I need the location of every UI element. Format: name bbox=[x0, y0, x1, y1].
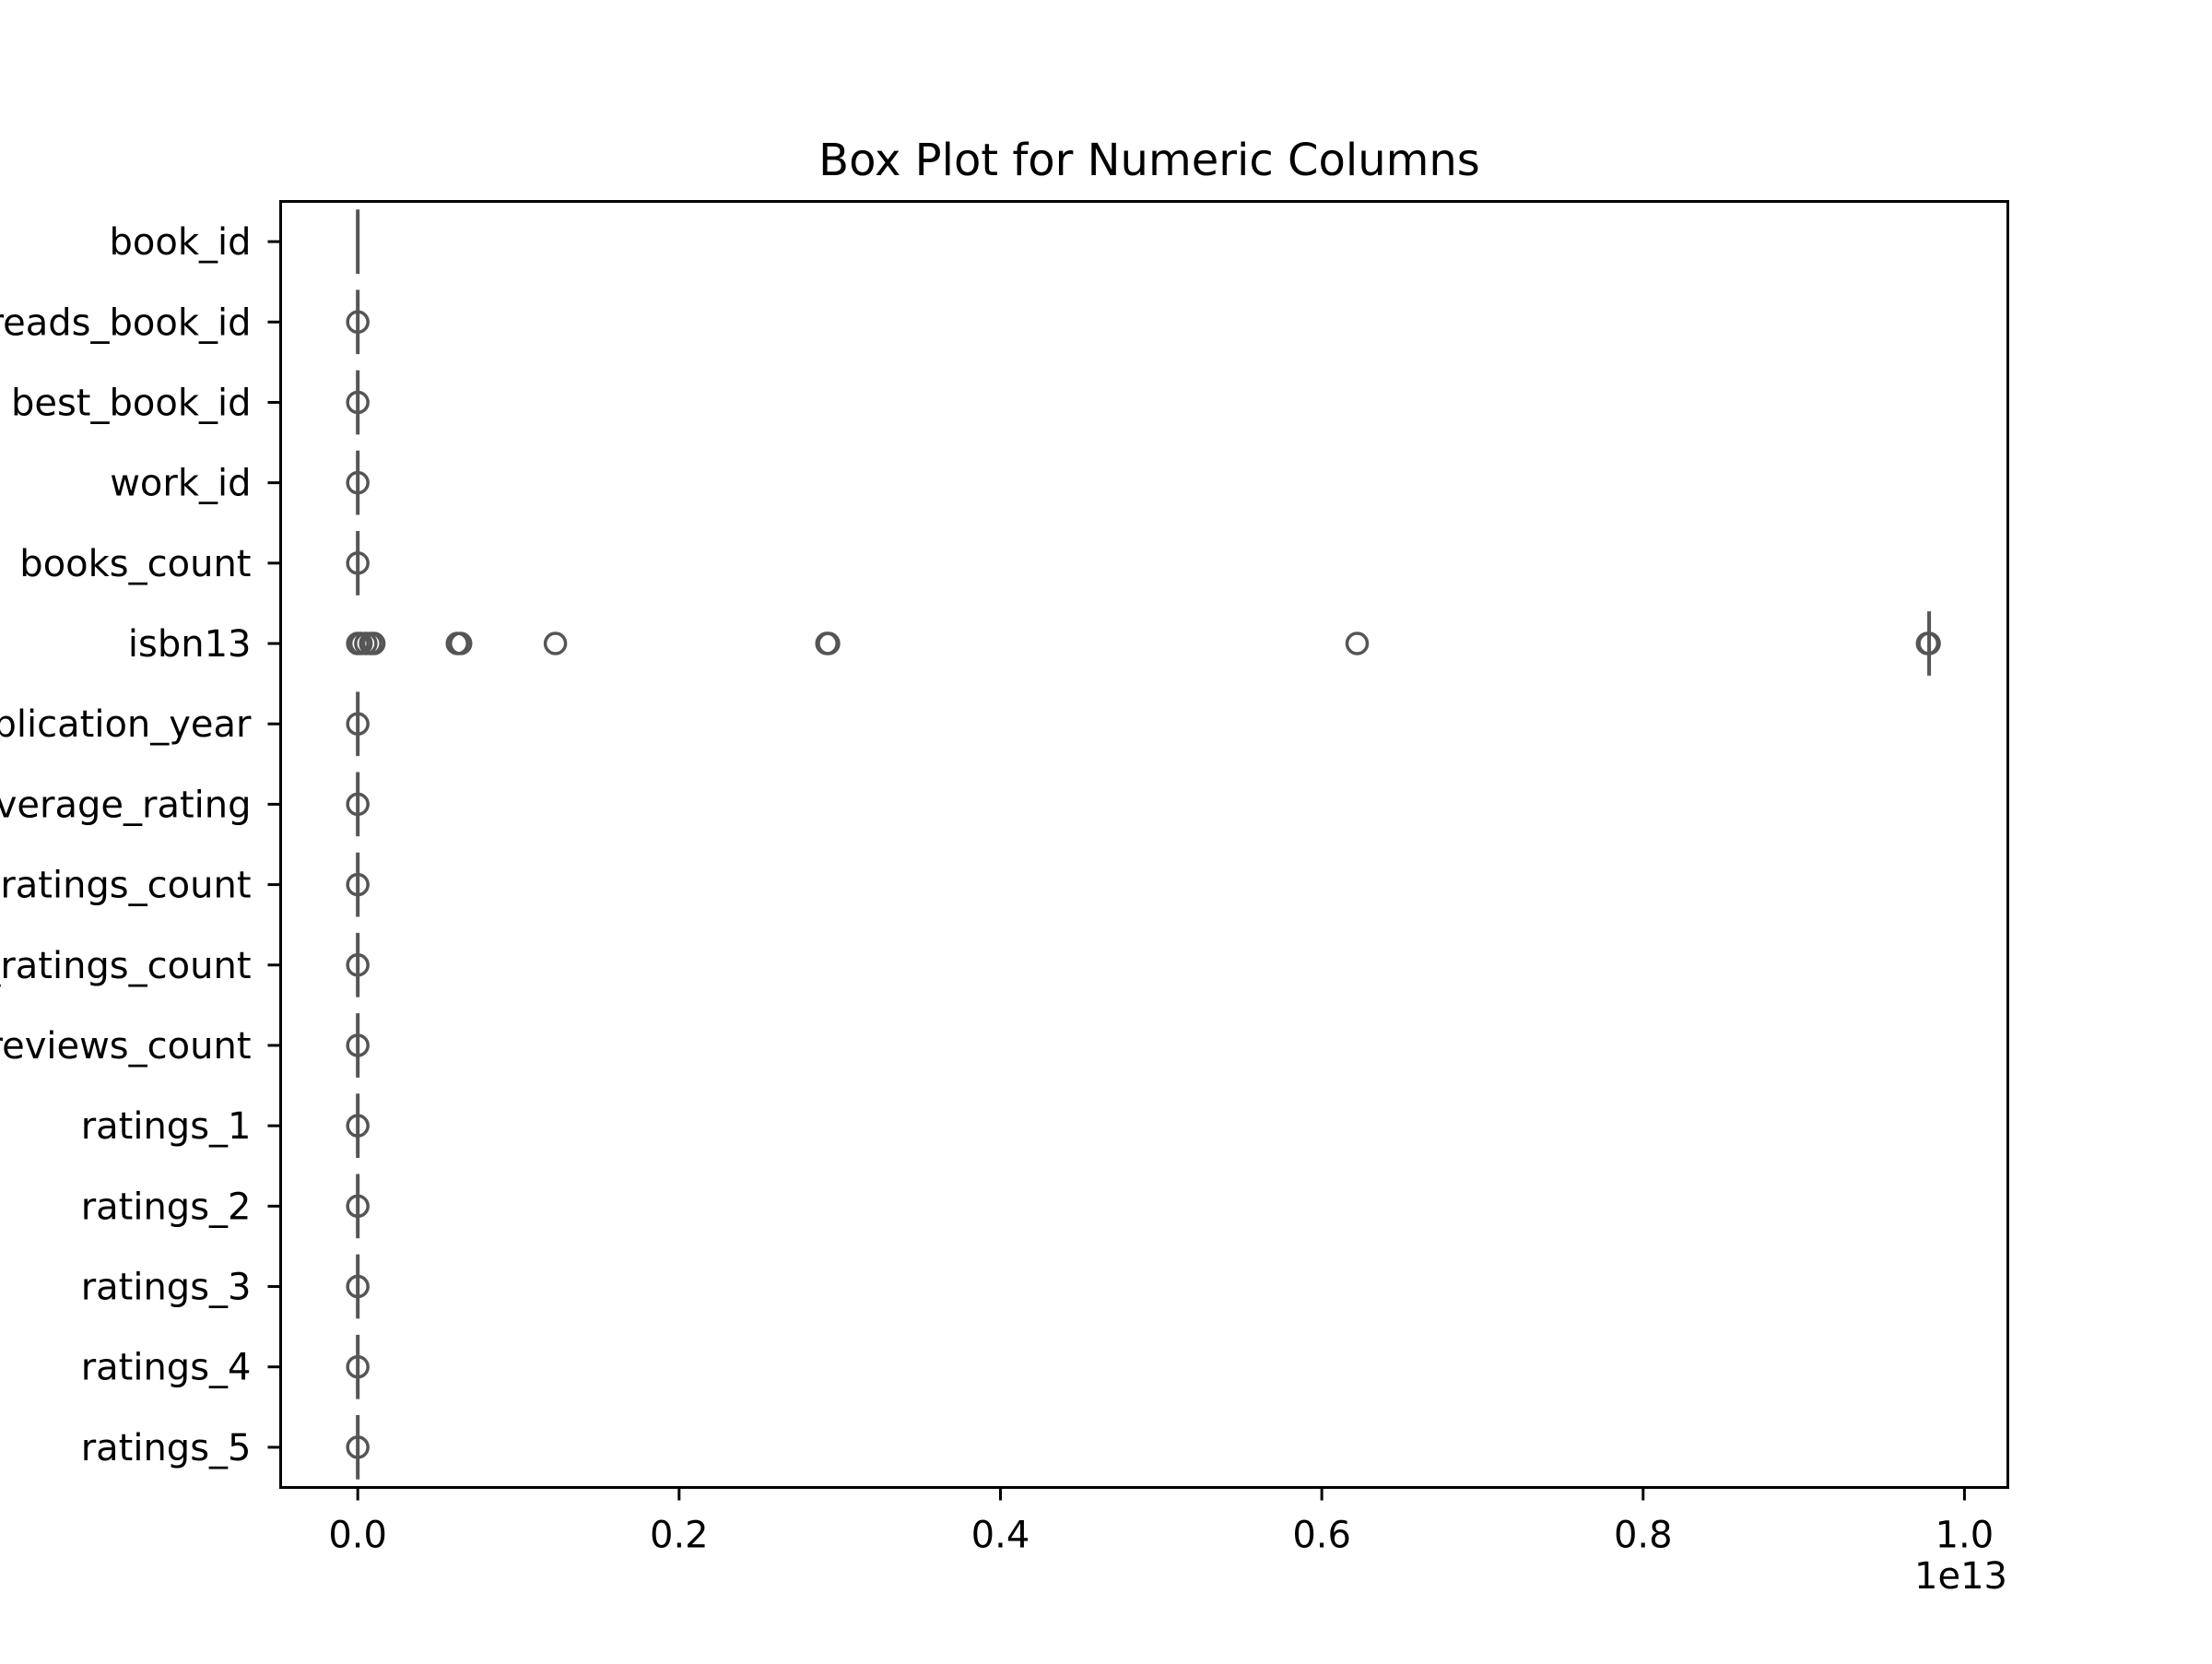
x-axis-offset-label: 1e13 bbox=[1914, 1555, 2007, 1598]
box-group-13 bbox=[346, 1254, 370, 1319]
outlier-point-8-0 bbox=[346, 872, 370, 897]
box-group-9 bbox=[346, 932, 370, 997]
x-tick-label-2: 0.4 bbox=[971, 1515, 1030, 1557]
box-group-15 bbox=[346, 1415, 370, 1480]
x-tick-label-0: 0.0 bbox=[328, 1515, 387, 1557]
outlier-point-10-0 bbox=[346, 1033, 370, 1057]
outlier-point-5-10 bbox=[1345, 631, 1370, 655]
outlier-point-5-9 bbox=[817, 631, 841, 655]
outlier-point-13-0 bbox=[346, 1274, 370, 1299]
y-tick-label-0: book_id bbox=[109, 221, 251, 264]
box-group-6 bbox=[346, 691, 370, 757]
box-group-11 bbox=[346, 1093, 370, 1159]
box-group-14 bbox=[346, 1334, 370, 1399]
outlier-point-7-0 bbox=[346, 792, 370, 817]
y-axis: book_id goodreads_book_id best_book_idwork… bbox=[0, 221, 281, 1469]
outlier-point-5-12 bbox=[1917, 631, 1941, 655]
y-tick-label-8: ratings_count bbox=[0, 865, 251, 907]
y-tick-label-1: goodreads_book_id bbox=[0, 301, 252, 344]
x-tick-label-3: 0.6 bbox=[1292, 1515, 1351, 1557]
outlier-point-15-0 bbox=[346, 1435, 370, 1459]
y-tick-label-14: ratings_4 bbox=[81, 1347, 252, 1389]
x-tick-label-4: 0.8 bbox=[1614, 1515, 1673, 1557]
outlier-point-3-0 bbox=[346, 470, 370, 495]
y-tick-label-6: original_publication_year bbox=[0, 703, 252, 746]
plot-frame bbox=[279, 200, 2009, 1489]
y-tick-label-2: best_book_id bbox=[11, 382, 252, 424]
outlier-point-14-0 bbox=[346, 1354, 370, 1379]
chart-title: Box Plot for Numeric Columns bbox=[818, 135, 1480, 186]
y-tick-label-4: books_count bbox=[19, 543, 251, 585]
outlier-point-2-0 bbox=[346, 390, 370, 415]
outlier-point-9-0 bbox=[346, 953, 370, 977]
plot-marks bbox=[346, 209, 1941, 1480]
box-group-2 bbox=[346, 370, 370, 435]
box-group-7 bbox=[346, 772, 370, 837]
outlier-point-4-0 bbox=[346, 551, 370, 575]
y-tick-label-3: work_id bbox=[110, 463, 251, 505]
outlier-point-5-6 bbox=[448, 631, 473, 655]
y-tick-label-11: ratings_1 bbox=[81, 1105, 252, 1148]
outlier-point-5-7 bbox=[543, 631, 568, 655]
box-group-5 bbox=[346, 611, 1941, 676]
box-group-10 bbox=[346, 1013, 370, 1078]
box-group-3 bbox=[346, 450, 370, 515]
outlier-point-5-4 bbox=[361, 631, 386, 655]
y-tick-label-9: work_ratings_count bbox=[0, 945, 252, 987]
y-tick-label-13: ratings_3 bbox=[81, 1267, 252, 1309]
outlier-point-11-0 bbox=[346, 1114, 370, 1138]
y-tick-label-15: ratings_5 bbox=[81, 1427, 252, 1469]
y-tick-label-5: isbn13 bbox=[128, 623, 252, 666]
x-axis: 0.0 0.2 0.4 0.6 0.8 1.0 bbox=[328, 1487, 1994, 1557]
y-tick-label-12: ratings_2 bbox=[81, 1186, 252, 1228]
y-tick-label-7: average_rating bbox=[0, 784, 252, 826]
y-tick-label-10: work_text_reviews_count bbox=[0, 1025, 252, 1068]
x-tick-label-5: 1.0 bbox=[1936, 1515, 1994, 1557]
box-group-4 bbox=[346, 530, 370, 596]
outlier-point-1-0 bbox=[346, 310, 370, 335]
box-group-1 bbox=[346, 289, 370, 355]
outlier-point-12-0 bbox=[346, 1194, 370, 1219]
box-group-8 bbox=[346, 852, 370, 917]
x-tick-label-1: 0.2 bbox=[650, 1515, 709, 1557]
outlier-point-6-0 bbox=[346, 712, 370, 736]
box-group-12 bbox=[346, 1174, 370, 1239]
